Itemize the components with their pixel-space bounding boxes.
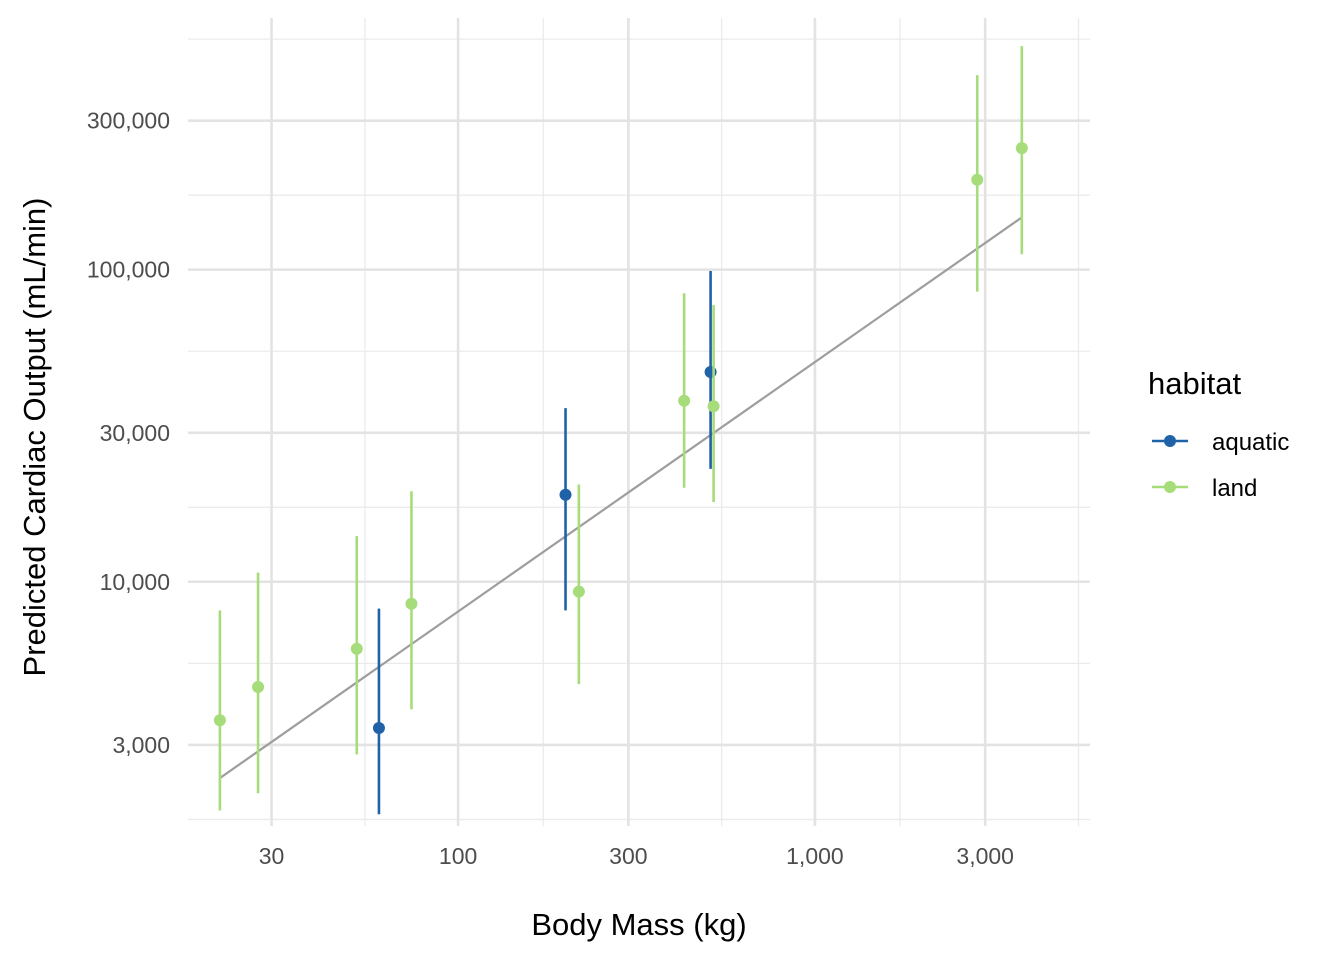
y-tick-labels: 3,000 10,000 30,000 100,000 300,000 bbox=[87, 108, 170, 758]
data-point-land bbox=[252, 681, 265, 694]
data-point-land bbox=[350, 642, 363, 655]
data-point-aquatic bbox=[372, 721, 385, 734]
x-tick-label: 300 bbox=[609, 843, 647, 869]
x-tick-label: 100 bbox=[439, 843, 477, 869]
y-tick-label: 3,000 bbox=[112, 732, 170, 758]
y-tick-label: 10,000 bbox=[100, 569, 170, 595]
data-point-land bbox=[572, 585, 585, 598]
data-point-land bbox=[213, 714, 226, 727]
y-tick-label: 100,000 bbox=[87, 257, 170, 283]
data-point-land bbox=[405, 597, 418, 610]
legend-label: land bbox=[1212, 475, 1257, 502]
fit-line bbox=[219, 216, 1023, 779]
legend-key-point bbox=[1164, 481, 1176, 493]
trend-line-layer bbox=[219, 216, 1023, 779]
legend-key-point bbox=[1164, 435, 1176, 447]
major-gridlines bbox=[188, 18, 1090, 826]
data-point-land bbox=[971, 173, 984, 186]
data-point-land bbox=[707, 400, 720, 413]
minor-gridlines bbox=[188, 18, 1090, 826]
legend: habitat aquatic land bbox=[1148, 366, 1289, 502]
x-axis-title: Body Mass (kg) bbox=[531, 907, 746, 942]
x-tick-label: 1,000 bbox=[786, 843, 844, 869]
x-tick-labels: 30 100 300 1,000 3,000 bbox=[259, 843, 1014, 869]
data-point-land bbox=[678, 394, 691, 407]
legend-label: aquatic bbox=[1212, 429, 1289, 456]
y-tick-label: 30,000 bbox=[100, 420, 170, 446]
data-marks bbox=[213, 46, 1028, 815]
x-tick-label: 3,000 bbox=[956, 843, 1014, 869]
y-tick-label: 300,000 bbox=[87, 108, 170, 134]
y-axis-title: Predicted Cardiac Output (mL/min) bbox=[17, 198, 52, 677]
data-point-aquatic bbox=[559, 488, 572, 501]
legend-title: habitat bbox=[1148, 366, 1241, 401]
legend-entries: aquatic land bbox=[1152, 429, 1289, 502]
x-tick-label: 30 bbox=[259, 843, 285, 869]
data-point-land bbox=[1015, 142, 1028, 155]
